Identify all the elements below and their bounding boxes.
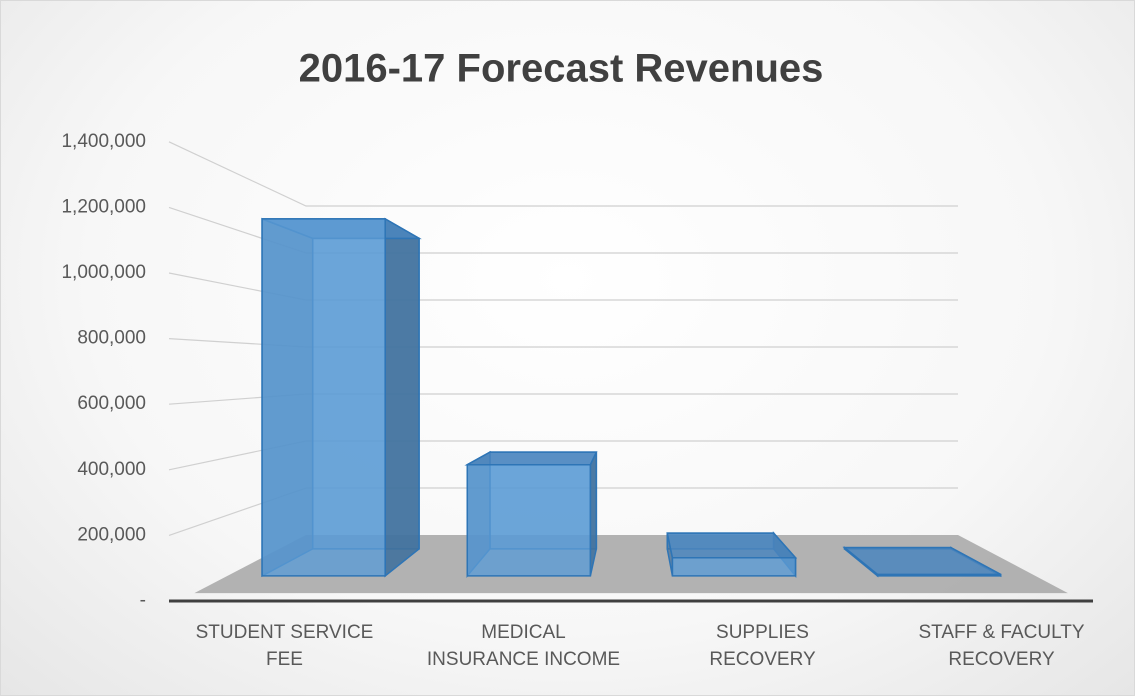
x-tick-label: SUPPLIES RECOVERY	[709, 622, 816, 670]
x-tick-label: STUDENT SERVICE FEE	[195, 622, 374, 670]
y-tick-label: -	[140, 590, 146, 611]
y-tick-label: 1,400,000	[61, 131, 146, 152]
y-tick-label: 1,000,000	[61, 262, 146, 283]
grid-line	[168, 141, 958, 207]
x-tick-label: STAFF & FACULTY RECOVERY	[918, 622, 1085, 670]
x-tick-label: MEDICAL INSURANCE INCOME	[426, 622, 621, 670]
y-tick-label: 400,000	[77, 459, 146, 480]
y-tick-label: 600,000	[77, 393, 146, 414]
bar	[671, 557, 797, 577]
bar	[261, 218, 386, 577]
bar-top	[666, 532, 798, 559]
y-tick-label: 200,000	[77, 524, 146, 545]
chart-title: 2016-17 Forecast Revenues	[299, 47, 824, 91]
y-tick-label: 800,000	[77, 328, 146, 349]
bar	[466, 463, 592, 577]
bar-top	[464, 451, 598, 466]
y-tick-label: 1,200,000	[61, 196, 146, 217]
bar	[876, 573, 1002, 577]
bar-side	[384, 217, 420, 578]
